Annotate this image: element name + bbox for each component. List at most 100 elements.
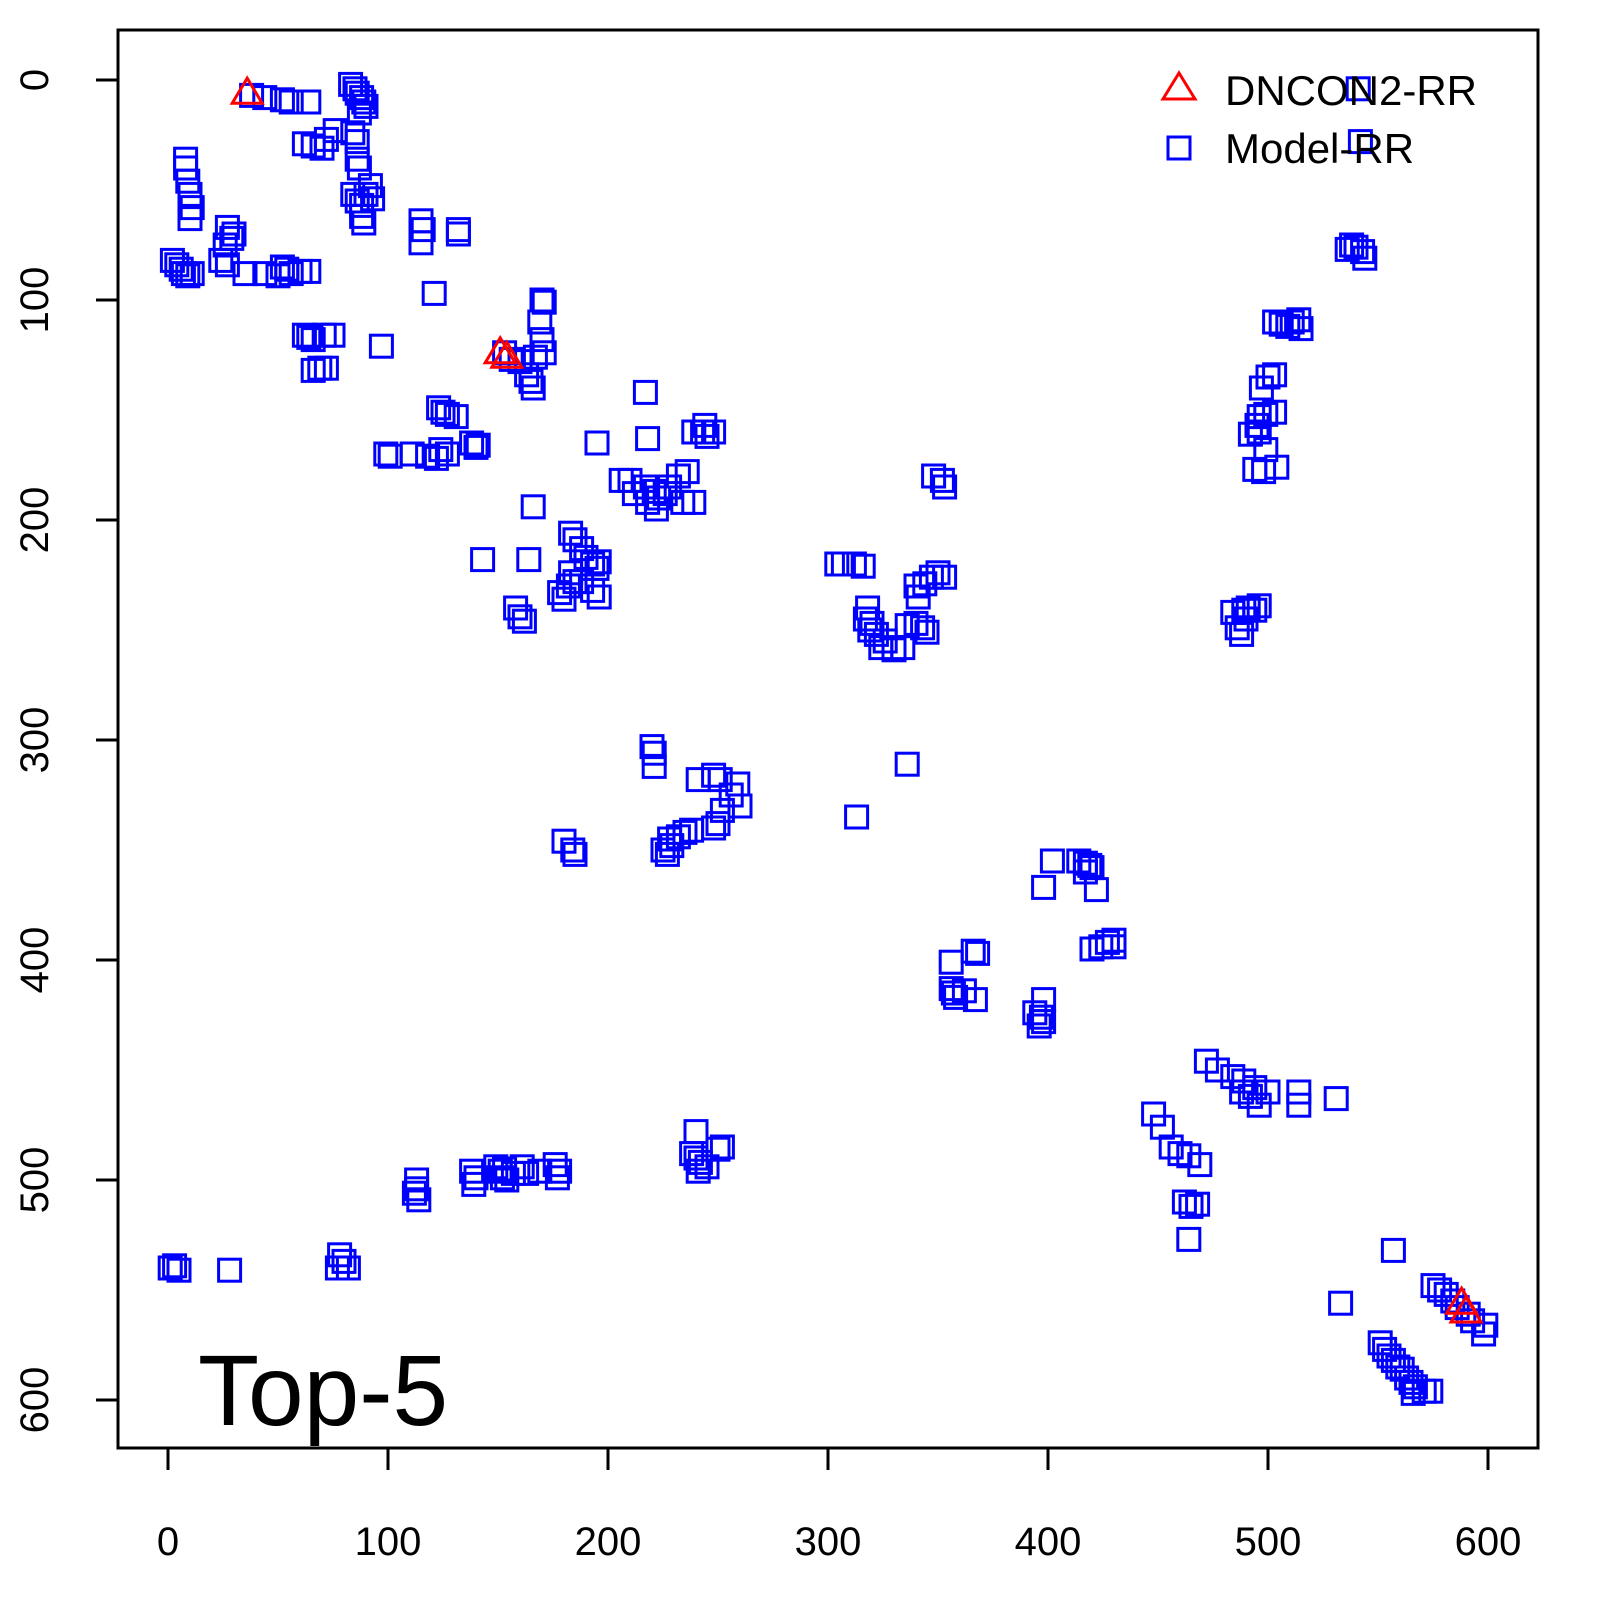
model-rr-point [461,1171,487,1197]
model-rr-point [408,230,434,256]
model-rr-point [701,762,727,788]
model-rr-point [872,628,898,654]
model-rr-point [844,804,870,830]
model-rr-point [1251,459,1277,485]
model-rr-point [357,173,383,199]
x-tick-label: 300 [795,1520,862,1564]
model-rr-point [527,309,553,335]
model-rr-point [562,841,588,867]
model-rr-point [368,333,394,359]
model-rr-point [1224,615,1250,641]
y-tick-label: 500 [13,1147,57,1214]
model-rr-point [863,621,889,647]
data-points [157,71,1499,1406]
model-rr-point [399,441,425,467]
y-tick-label: 400 [13,927,57,994]
model-rr-point [1028,1004,1054,1030]
model-rr-point [544,1165,570,1191]
model-rr-point [278,89,304,115]
model-rr-point [320,322,346,348]
model-rr-point [683,1119,709,1145]
model-rr-point [701,419,727,445]
y-tick-label: 200 [13,487,57,554]
model-rr-point [327,1242,353,1268]
panel-annotation: Top-5 [198,1335,448,1447]
model-rr-point [705,811,731,837]
model-rr-point [494,1167,520,1193]
model-rr-point [269,254,295,280]
model-rr-point [1229,1079,1255,1105]
model-rr-point [672,819,698,845]
model-rr-point [586,584,612,610]
model-rr-point [529,327,555,353]
y-tick-label: 0 [13,69,57,91]
dncon2-rr-point [229,75,265,105]
model-rr-point [1026,1013,1052,1039]
model-rr-point [514,1160,540,1186]
model-rr-point [1418,1378,1444,1404]
model-rr-point [214,252,240,278]
model-rr-point [1328,1290,1354,1316]
model-rr-point [1204,1057,1230,1083]
model-rr-point [1229,621,1255,647]
model-rr-point [1402,1374,1428,1400]
model-rr-point [291,322,317,348]
model-rr-point [635,489,661,515]
model-rr-point [1187,1152,1213,1178]
model-rr-point [278,261,304,287]
model-rr-point [547,1158,573,1184]
model-rr-point [586,549,612,575]
model-rr-point [1077,852,1103,878]
model-rr-point [1264,454,1290,480]
model-rr-point [340,120,366,146]
model-rr-point [1178,1193,1204,1219]
plot-frame [116,28,1540,1450]
model-rr-point [608,467,634,493]
model-rr-point [694,423,720,449]
model-rr-point [1473,1312,1499,1338]
model-rr-point [1380,1237,1406,1263]
model-rr-point [674,459,700,485]
model-rr-point [1242,1075,1268,1101]
model-rr-point [903,573,929,599]
model-rr-point [173,155,199,181]
model-rr-point [459,430,485,456]
model-rr-point [344,129,370,155]
model-rr-point [635,426,661,452]
model-rr-point [1262,362,1288,388]
x-axis: 0 100 200 300 400 500 600 [157,1446,1522,1564]
model-rr-point [1288,316,1314,342]
y-tick-label: 100 [13,267,57,334]
model-rr-point [177,181,203,207]
model-rr-point [1350,239,1376,265]
model-rr-point [217,1257,243,1283]
model-rr-point [652,481,678,507]
model-rr-point [1394,1365,1420,1391]
model-rr-point [470,547,496,573]
x-tick-label: 600 [1455,1520,1522,1564]
model-rr-point [685,1158,711,1184]
model-rr-point [300,357,326,383]
model-rr-point [520,375,546,401]
model-rr-point [1246,1092,1272,1118]
model-rr-point [1233,606,1259,632]
model-rr-point [643,496,669,522]
model-rr-point [300,133,326,159]
model-rr-point [1286,1092,1312,1118]
model-rr-point [313,126,339,152]
model-rr-point [709,1134,735,1160]
model-rr-point [962,987,988,1013]
model-rr-point [617,467,643,493]
model-rr-point [208,247,234,273]
model-rr-point [520,494,546,520]
model-rr-point [252,85,278,111]
model-rr-point [850,553,876,579]
model-rr-point [353,93,379,119]
model-rr-point [1367,1330,1393,1356]
model-rr-point [415,443,441,469]
model-rr-point [212,232,238,258]
model-rr-point [943,984,969,1010]
x-tick-label: 100 [355,1520,422,1564]
model-rr-point [434,401,460,427]
model-rr-point [296,324,322,350]
